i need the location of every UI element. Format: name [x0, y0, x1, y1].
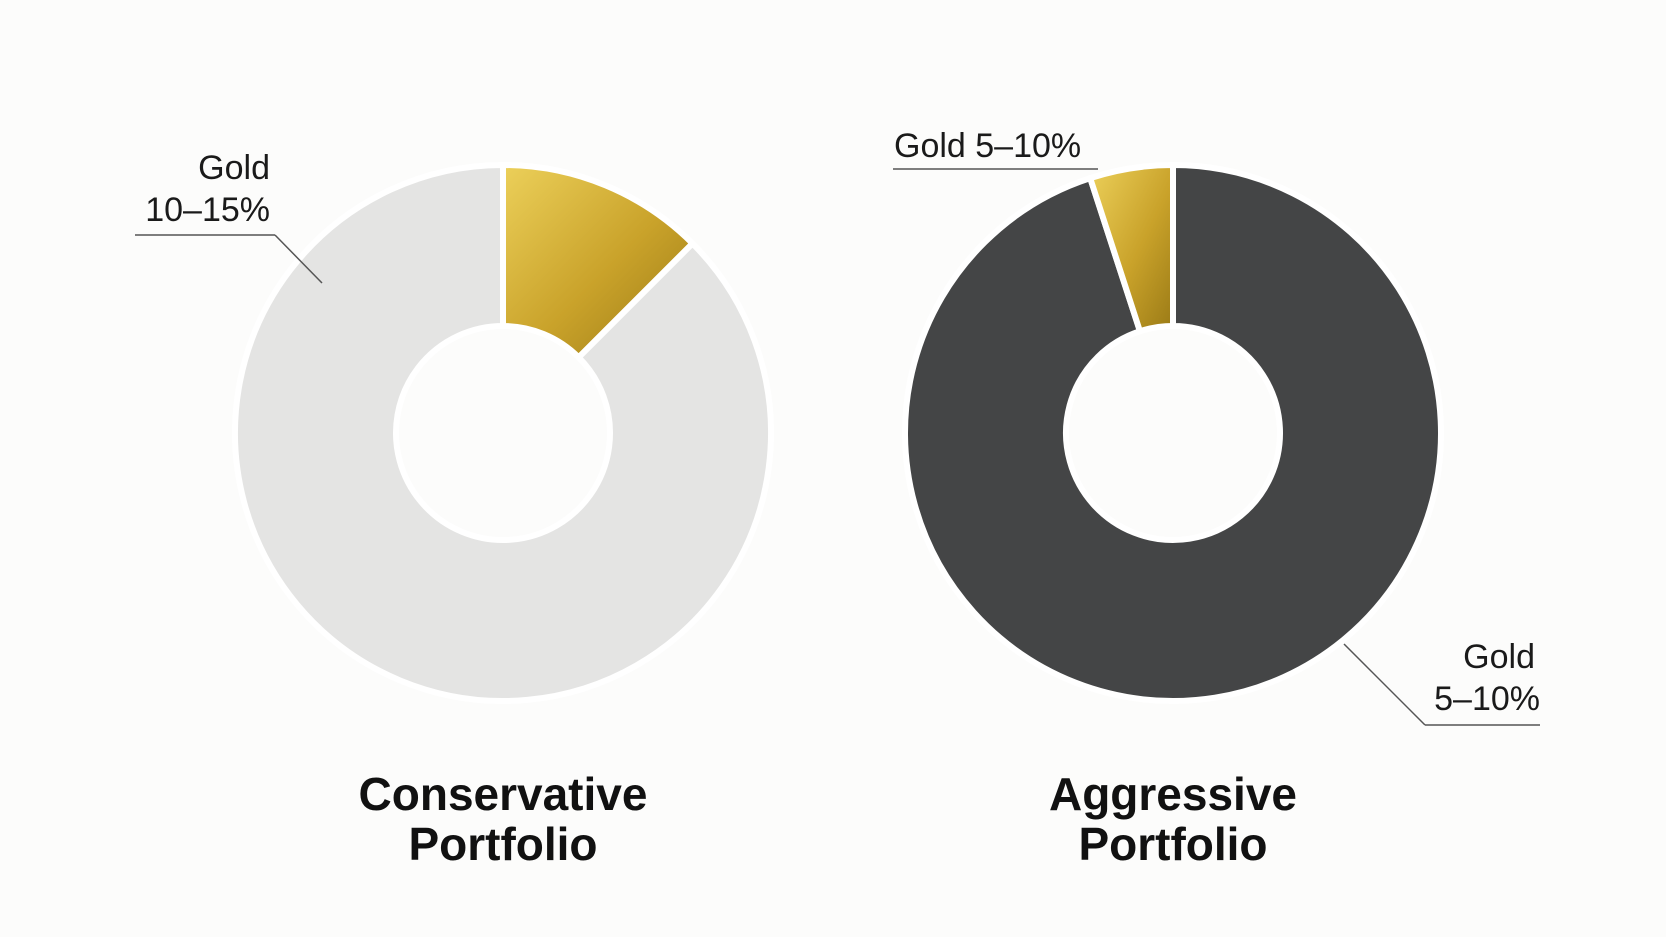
callout-leader-diagonal-gold-conservative — [274, 234, 323, 284]
gold-slice-aggressive — [1087, 162, 1176, 335]
gold-slice-conservative — [500, 162, 696, 361]
callout-gold-conservative-line1: Gold — [198, 149, 270, 187]
callout-gold-aggressive-bottom-line1: Gold — [1463, 638, 1535, 676]
callout-gold-aggressive-bottom-line2: 5–10% — [1434, 680, 1540, 718]
chart-title-aggressive-line1: Aggressive — [1049, 768, 1297, 820]
other-slice-aggressive — [902, 162, 1444, 704]
chart-title-conservative-line1: Conservative — [359, 768, 648, 820]
donut-slices-conservative — [232, 162, 774, 704]
other-slice-conservative — [232, 162, 774, 704]
chart-title-conservative-line2: Portfolio — [408, 818, 597, 870]
chart-aggressive: Gold 5–10% Gold 5–10% Aggressive Portfol… — [893, 127, 1540, 870]
chart-conservative: Gold 10–15% Conservative Portfolio — [135, 149, 774, 870]
donut-slices-aggressive — [902, 162, 1444, 704]
chart-title-aggressive-line2: Portfolio — [1078, 818, 1267, 870]
callout-gold-conservative-line2: 10–15% — [145, 191, 270, 229]
callout-gold-aggressive-top: Gold 5–10% — [894, 127, 1081, 165]
callout-leader-diagonal-gold-aggressive-bottom — [1343, 643, 1426, 726]
